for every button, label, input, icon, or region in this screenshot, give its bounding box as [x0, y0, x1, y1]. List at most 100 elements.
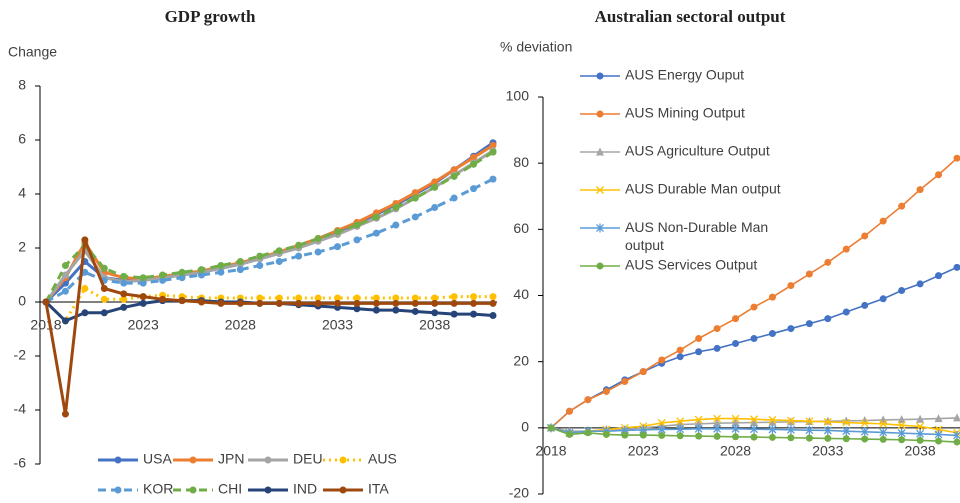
chart-title: GDP growth [165, 7, 256, 26]
marker [411, 189, 419, 197]
marker [431, 299, 439, 307]
marker [334, 299, 342, 307]
marker [861, 435, 869, 443]
marker [596, 147, 604, 156]
marker [392, 221, 400, 229]
x-tick-label: 2028 [225, 317, 256, 333]
marker [768, 415, 777, 424]
marker [81, 268, 89, 276]
marker [353, 221, 361, 229]
marker [236, 258, 244, 265]
marker [197, 298, 205, 306]
marker [392, 299, 400, 307]
marker [916, 422, 925, 431]
marker [392, 294, 400, 302]
marker [61, 262, 69, 270]
marker [584, 396, 592, 404]
marker [676, 420, 685, 429]
marker [256, 262, 264, 270]
y-tick-label: 60 [513, 220, 529, 236]
marker [411, 213, 419, 221]
marker [898, 436, 906, 444]
marker [178, 297, 186, 305]
marker [658, 431, 666, 439]
legend-label: KOR [143, 481, 173, 497]
marker [842, 435, 850, 443]
marker [805, 320, 813, 328]
marker [732, 433, 740, 441]
marker [236, 266, 244, 274]
legend-label: AUS Durable Man output [625, 181, 781, 197]
marker [584, 429, 592, 437]
marker [596, 262, 604, 270]
marker [565, 407, 573, 415]
marker [953, 430, 960, 440]
marker [768, 330, 776, 338]
marker [197, 271, 205, 279]
marker [256, 294, 264, 302]
marker [934, 414, 943, 423]
marker [786, 416, 795, 425]
marker [676, 417, 685, 426]
marker [120, 290, 128, 298]
x-tick-label: 2018 [535, 443, 566, 459]
marker [314, 235, 322, 243]
marker [897, 428, 906, 438]
legend-label: CHI [218, 481, 242, 497]
marker [264, 456, 272, 464]
x-tick-label: 2038 [419, 317, 450, 333]
marker [639, 431, 647, 439]
marker [450, 166, 458, 174]
marker [81, 236, 89, 244]
marker [713, 418, 722, 427]
marker [100, 285, 108, 292]
marker [470, 299, 478, 307]
marker [916, 436, 924, 444]
marker [842, 426, 851, 436]
marker [898, 287, 906, 295]
marker [695, 335, 703, 343]
marker [953, 263, 960, 271]
y-tick-label: 2 [18, 239, 26, 255]
marker [450, 293, 458, 301]
marker [694, 419, 703, 428]
marker [489, 312, 497, 319]
marker [42, 298, 50, 306]
marker [842, 245, 850, 253]
marker [953, 154, 960, 162]
marker [860, 419, 869, 428]
marker [695, 348, 703, 356]
marker [411, 307, 419, 315]
series-line [550, 266, 958, 429]
y-tick-label: 0 [18, 293, 26, 309]
x-tick-label: 2023 [628, 443, 659, 459]
marker [547, 424, 555, 432]
marker [695, 432, 703, 440]
legend-label: DEU [293, 451, 323, 467]
marker [295, 299, 303, 307]
marker [120, 303, 128, 311]
marker [470, 185, 478, 193]
marker [450, 194, 458, 202]
marker [197, 266, 205, 274]
legend-label: AUS [368, 451, 397, 467]
marker [139, 279, 147, 287]
marker [694, 415, 703, 424]
marker [676, 432, 684, 440]
marker [713, 325, 721, 333]
marker [713, 414, 722, 423]
marker [139, 293, 147, 301]
marker [81, 285, 89, 292]
marker [658, 356, 666, 364]
marker [953, 438, 960, 446]
legend-label: AUS Non-Durable Man output [625, 219, 772, 253]
legend-label: AUS Agriculture Output [625, 143, 770, 159]
marker [178, 268, 186, 276]
marker [256, 299, 264, 307]
marker [823, 417, 832, 426]
marker [861, 232, 869, 240]
legend-label: USA [143, 451, 172, 467]
marker [81, 309, 89, 317]
marker [431, 294, 439, 302]
marker [916, 414, 925, 423]
